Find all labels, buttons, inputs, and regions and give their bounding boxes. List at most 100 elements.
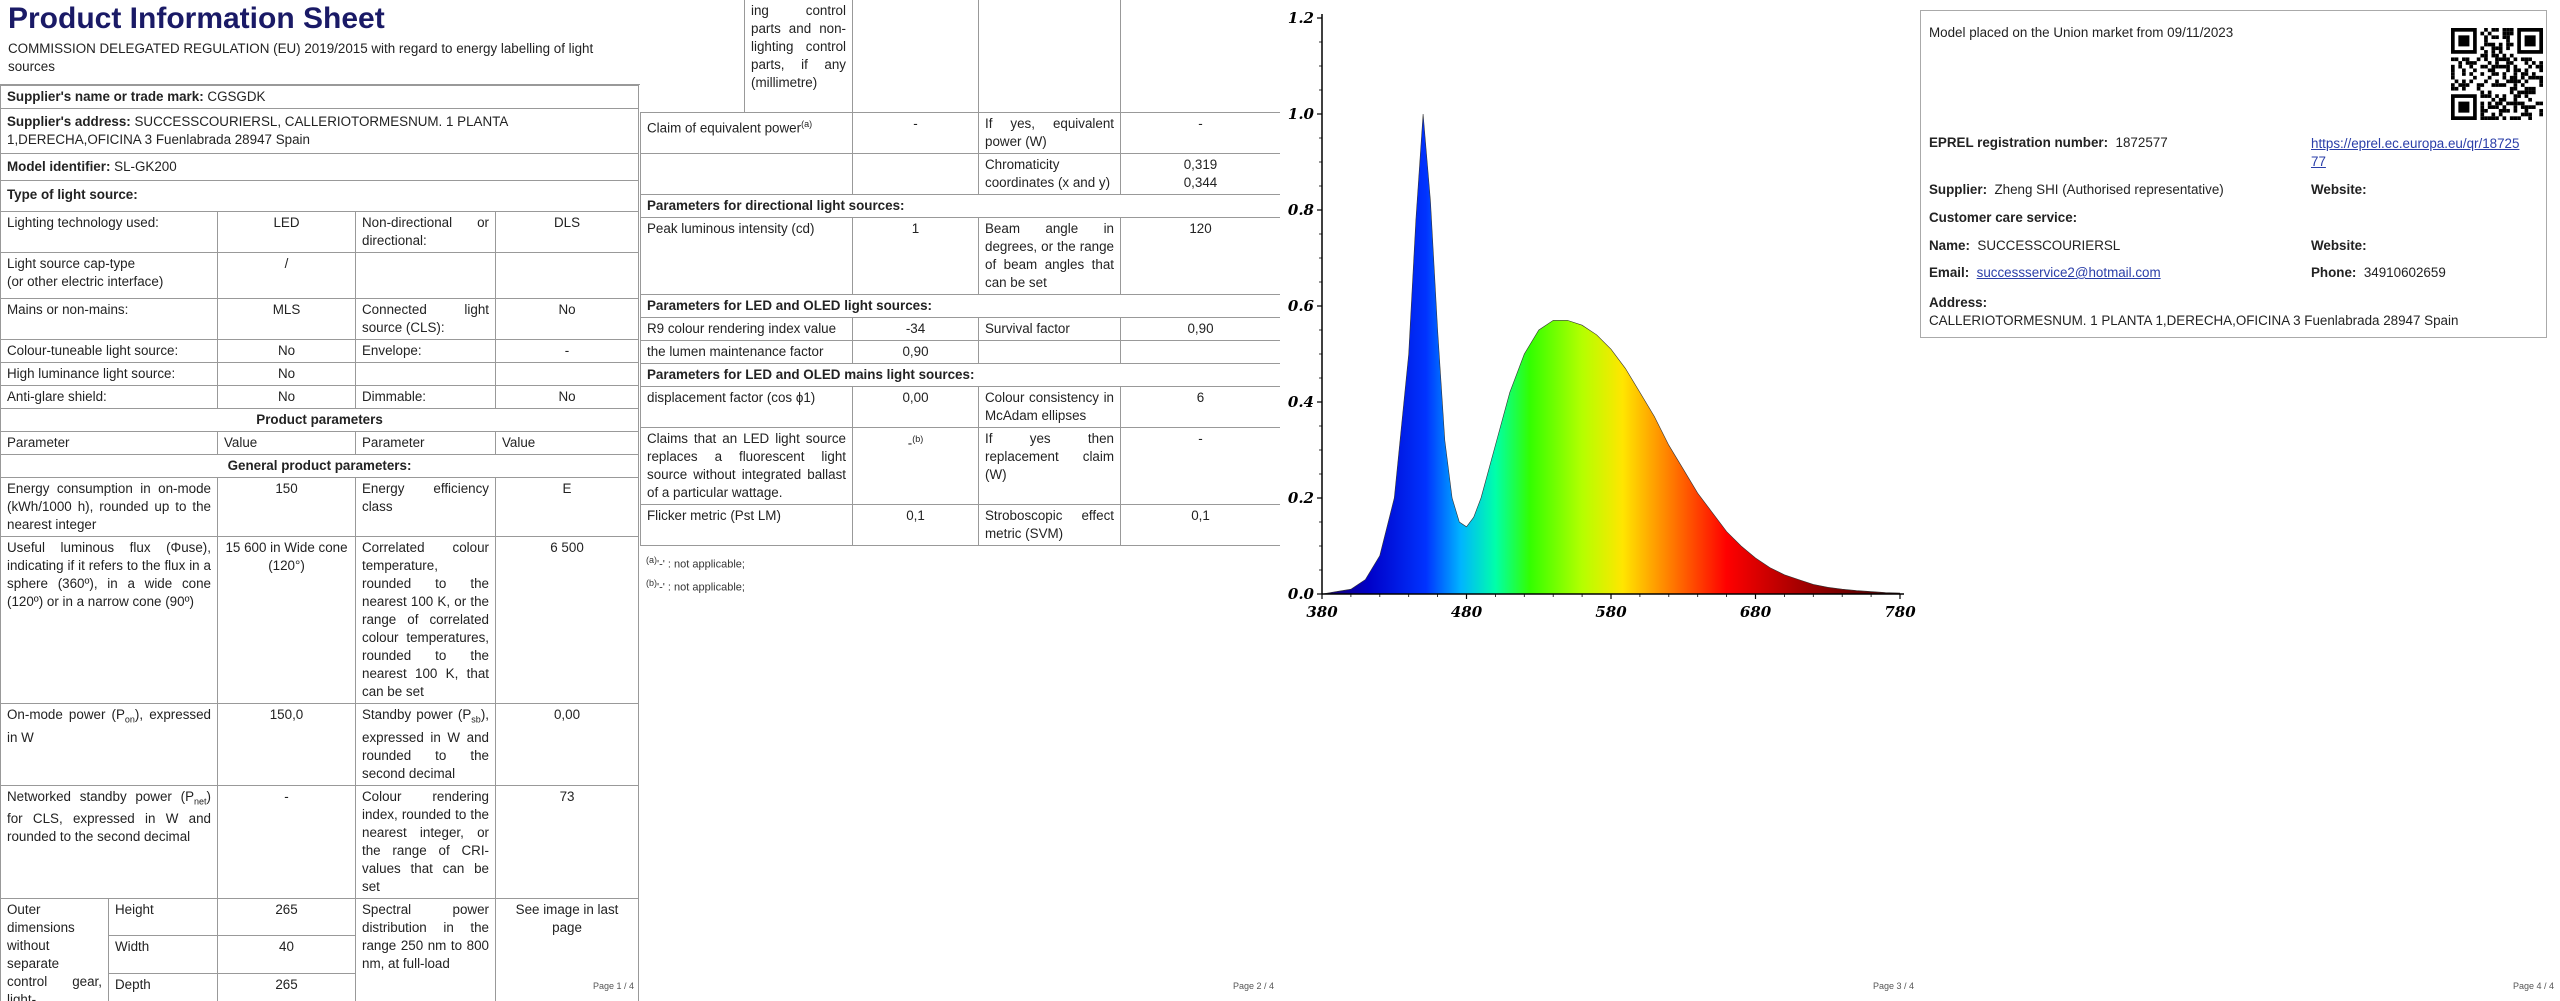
- spectrum-line: [1321, 113, 1901, 595]
- chromaticity-label: Chromaticity coordinates (x and y): [978, 153, 1121, 195]
- x-tick-label: 380: [1306, 603, 1338, 621]
- eprel-info-box: Model placed on the Union market from 09…: [1920, 10, 2547, 338]
- flicker-value: 0,1: [852, 504, 979, 546]
- cri-value: 73: [494, 784, 640, 899]
- control-parts-label: ing control parts and non-lighting contr…: [744, 0, 853, 113]
- displacement-value: 0,00: [852, 386, 979, 428]
- equiv-value: -: [852, 112, 979, 154]
- cri-label: Colour rendering index, rounded to the n…: [355, 784, 496, 899]
- claims-label: Claims that an LED light source replaces…: [640, 427, 853, 505]
- email-link[interactable]: successservice2@hotmail.com: [1976, 265, 2161, 280]
- energy-value: 150: [217, 477, 356, 537]
- replacement-label: If yes then replacement claim (W): [978, 427, 1121, 505]
- cap-label: Light source cap-type: [7, 256, 136, 271]
- market-text: Model placed on the Union market from 09…: [1929, 25, 2234, 40]
- supplier-address-label: Supplier's address:: [7, 114, 131, 129]
- address-value: CALLERIOTORMESNUM. 1 PLANTA 1,DERECHA,OF…: [1929, 313, 2459, 328]
- mains-value: MLS: [217, 298, 356, 340]
- page-4: Model placed on the Union market from 09…: [1920, 0, 2560, 1001]
- y-tick-label: 1.0: [1288, 105, 1315, 123]
- footnote-b: (b)'-' : not applicable;: [646, 577, 745, 594]
- highlum-label: High luminance light source:: [0, 362, 218, 386]
- directional-heading: Parameters for directional light sources…: [640, 194, 1280, 218]
- supplier-value: Zheng SHI (Authorised representative): [1994, 182, 2224, 197]
- replacement-value: -: [1120, 427, 1280, 505]
- supplier-address: SUCCESSCOURIERSL, CALLERIOTORMESNUM. 1 P…: [7, 114, 508, 147]
- width-value: 40: [217, 935, 356, 974]
- phone-value: 34910602659: [2363, 265, 2446, 280]
- care-heading: Customer care service:: [1929, 210, 2078, 225]
- flux-label: Useful luminous flux (Φuse), indicating …: [0, 536, 218, 704]
- page-number: Page 1 / 4: [592, 981, 634, 991]
- stroboscopic-value: 0,1: [1120, 504, 1280, 546]
- networked-label: Networked standby power (Pnet) for CLS, …: [0, 784, 218, 899]
- dimmable-value: No: [494, 385, 640, 409]
- supplier-name: CGSGDK: [207, 89, 266, 104]
- page-2: ing control parts and non-lighting contr…: [640, 0, 1281, 1001]
- general-heading: General product parameters:: [0, 454, 640, 478]
- claims-value: -(b): [852, 427, 979, 505]
- model-label: Model identifier:: [7, 159, 111, 174]
- energy-label: Energy consumption in on-mode (kWh/1000 …: [0, 477, 218, 537]
- eprel-link[interactable]: https://eprel.ec.europa.eu/qr/1872577: [2311, 136, 2520, 169]
- spd-label: Spectral power distribution in the range…: [355, 897, 496, 1001]
- height-value: 265: [217, 897, 356, 937]
- dimmable-label: Dimmable:: [355, 385, 496, 409]
- eprel-number: 1872577: [2115, 135, 2168, 150]
- page-title: Product Information Sheet: [8, 2, 385, 35]
- page-3: 0.0 0.2 0.4 0.6 0.8 1.0 1.2 380 480 580 680 780 Pag…: [1280, 0, 1920, 1001]
- website-label-2: Website:: [2311, 238, 2367, 253]
- page-number: Page 4 / 4: [2512, 981, 2554, 991]
- col-parameter: Parameter: [0, 431, 218, 455]
- x-tick-label: 480: [1451, 603, 1483, 621]
- spectrum-area: [1322, 114, 1900, 594]
- ifyes-label: If yes, equivalent power (W): [978, 112, 1121, 154]
- y-tick-label: 0.0: [1288, 585, 1315, 603]
- col-value-2: Value: [494, 431, 640, 455]
- col-parameter-2: Parameter: [355, 431, 496, 455]
- highlum-value: No: [217, 362, 356, 386]
- depth-value: 265: [217, 972, 356, 1001]
- peak-label: Peak luminous intensity (cd): [640, 217, 853, 295]
- cct-value: 6 500: [494, 536, 640, 704]
- stroboscopic-label: Stroboscopic effect metric (SVM): [978, 504, 1121, 546]
- chromaticity-value: 0,319 0,344: [1120, 153, 1280, 195]
- tech-label: Lighting technology used:: [0, 211, 218, 253]
- y-tick-label: 0.4: [1288, 393, 1314, 411]
- product-info-table-continued: ing control parts and non-lighting contr…: [640, 0, 1280, 546]
- eprel-label: EPREL registration number:: [1929, 135, 2109, 150]
- type-heading: Type of light source:: [0, 180, 640, 212]
- glare-label: Anti-glare shield:: [0, 385, 218, 409]
- product-params-heading: Product parameters: [0, 408, 640, 432]
- flux-value: 15 600 in Wide cone (120°): [217, 536, 356, 704]
- nondir-value: DLS: [494, 211, 640, 253]
- mains-heading: Parameters for LED and OLED mains light …: [640, 363, 1280, 387]
- envelope-label: Envelope:: [355, 339, 496, 363]
- product-info-table: Supplier's name or trade mark: CGSGDK Su…: [0, 85, 640, 1001]
- x-tick-label: 780: [1884, 603, 1916, 621]
- supplier-name-label: Supplier's name or trade mark:: [7, 89, 204, 104]
- regulation-text: COMMISSION DELEGATED REGULATION (EU) 201…: [0, 40, 640, 85]
- depth-label: Depth: [108, 972, 218, 1001]
- supplier-label: Supplier:: [1929, 182, 1988, 197]
- mains-label: Mains or non-mains:: [0, 298, 218, 340]
- lumen-label: the lumen maintenance factor: [640, 340, 853, 364]
- x-tick-label: 580: [1595, 603, 1627, 621]
- height-label: Height: [108, 897, 218, 937]
- chart-plot-area: 0.0 0.2 0.4 0.6 0.8 1.0 1.2 380 480 580 680 780: [1288, 9, 1916, 621]
- cls-value: No: [494, 298, 640, 340]
- y-tick-label: 1.2: [1288, 9, 1314, 27]
- x-tick-label: 680: [1740, 603, 1772, 621]
- cls-label: Connected light source (CLS):: [355, 298, 496, 340]
- beam-label: Beam angle in degrees, or the range of b…: [978, 217, 1121, 295]
- r9-label: R9 colour rendering index value: [640, 317, 853, 341]
- col-value: Value: [217, 431, 356, 455]
- equiv-label: Claim of equivalent power(a): [640, 112, 853, 154]
- colour-value: No: [217, 339, 356, 363]
- standby-value: 0,00: [494, 703, 640, 786]
- cct-label: Correlated colour temperature, rounded t…: [355, 536, 496, 704]
- beam-value: 120: [1120, 217, 1280, 295]
- name-label: Name:: [1929, 238, 1970, 253]
- cap-value: /: [217, 252, 356, 299]
- mcadam-label: Colour consistency in McAdam ellipses: [978, 386, 1121, 428]
